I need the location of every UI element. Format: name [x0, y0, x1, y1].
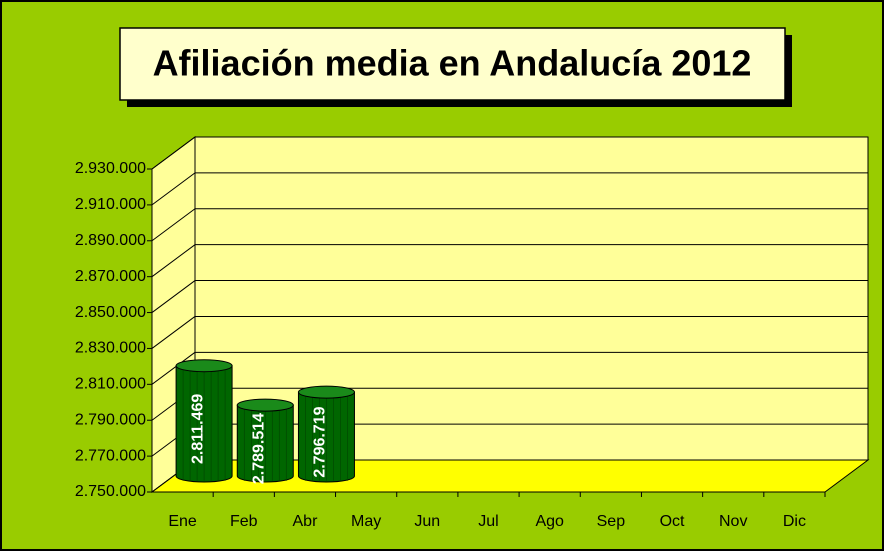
- y-tick-label: 2.910.000: [75, 196, 146, 213]
- grid-line: [151, 351, 196, 385]
- title-box: [119, 27, 786, 101]
- x-tick-label: Nov: [719, 513, 747, 530]
- bar-top: [175, 359, 233, 373]
- x-tick-label: Ene: [168, 513, 197, 530]
- x-tick-label: Jul: [478, 513, 498, 530]
- x-tick-label: Jun: [414, 513, 440, 530]
- x-tick-label: Ago: [535, 513, 564, 530]
- x-tick-label: Feb: [230, 513, 258, 530]
- x-tick-label: Sep: [597, 513, 626, 530]
- chart-title: Afiliación media en Andalucía 2012: [153, 43, 752, 84]
- bar-top: [236, 398, 294, 412]
- value-label: 2.796.719: [312, 406, 329, 477]
- grid-line: [151, 280, 196, 313]
- value-label: 2.789.514: [250, 413, 267, 484]
- y-tick-label: 2.930.000: [75, 160, 146, 177]
- y-tick-label: 2.870.000: [75, 268, 146, 285]
- y-tick-label: 2.850.000: [75, 304, 146, 321]
- y-tick-label: 2.750.000: [75, 483, 146, 500]
- y-tick-label: 2.890.000: [75, 232, 146, 249]
- grid-line: [151, 208, 196, 242]
- grid-line: [151, 172, 196, 206]
- y-tick-label: 2.810.000: [75, 376, 146, 393]
- bar-top: [297, 385, 355, 399]
- x-tick-label: Abr: [293, 513, 319, 530]
- y-tick-label: 2.770.000: [75, 447, 146, 464]
- grid-line: [151, 136, 196, 170]
- value-label: 2.811.469: [189, 394, 206, 464]
- x-tick-label: Oct: [660, 513, 685, 530]
- grid-line: [151, 316, 196, 349]
- grid-line: [151, 244, 196, 278]
- back-wall: [194, 136, 869, 461]
- y-tick-label: 2.790.000: [75, 411, 146, 428]
- x-tick-label: Dic: [783, 513, 806, 530]
- y-tick-label: 2.830.000: [75, 340, 146, 357]
- x-tick-label: May: [351, 513, 381, 530]
